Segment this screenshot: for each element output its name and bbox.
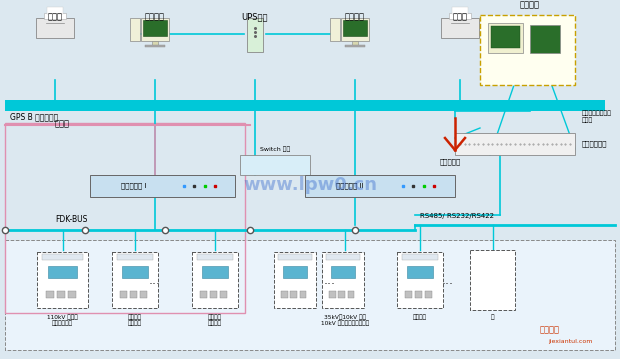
Bar <box>141 18 169 41</box>
Bar <box>283 266 306 278</box>
Bar <box>480 15 575 85</box>
Bar <box>470 250 515 310</box>
Text: 自动装置: 自动装置 <box>413 314 427 320</box>
Text: 打印机: 打印机 <box>48 12 63 21</box>
Bar <box>37 18 74 38</box>
Bar <box>281 291 288 298</box>
Text: 110kV 线路保
护、测控装置: 110kV 线路保 护、测控装置 <box>47 314 78 326</box>
Bar <box>339 291 345 298</box>
Bar <box>530 25 560 53</box>
Text: 远方调度: 远方调度 <box>520 0 540 9</box>
Bar <box>278 254 312 260</box>
Bar <box>343 20 366 36</box>
Text: 电工之家: 电工之家 <box>540 326 560 335</box>
Bar <box>452 7 468 14</box>
Bar <box>57 291 65 298</box>
Bar <box>342 18 369 41</box>
Bar <box>299 291 306 298</box>
Bar <box>449 13 471 19</box>
Text: ...: ... <box>442 274 454 286</box>
Bar <box>42 254 83 260</box>
Bar <box>415 291 422 298</box>
Text: 通讯切换装置: 通讯切换装置 <box>582 141 608 147</box>
Bar <box>122 266 148 278</box>
Bar <box>305 175 455 197</box>
Bar <box>425 291 432 298</box>
Bar <box>68 291 76 298</box>
Bar <box>332 266 355 278</box>
Bar <box>247 18 264 52</box>
Text: 载波、无线扩频、
微波等: 载波、无线扩频、 微波等 <box>582 111 612 123</box>
Bar <box>345 45 365 47</box>
Bar <box>491 26 520 48</box>
Bar <box>5 100 605 111</box>
Text: 打印机: 打印机 <box>453 12 467 21</box>
Bar <box>352 41 358 45</box>
Text: UPS电源: UPS电源 <box>242 12 268 21</box>
Bar <box>202 266 228 278</box>
Bar <box>145 45 165 47</box>
Bar <box>274 252 316 308</box>
Bar <box>330 18 340 41</box>
Text: 通讯管理机 I: 通讯管理机 I <box>121 183 146 189</box>
Text: GPS B 格式对钟网: GPS B 格式对钟网 <box>10 112 58 121</box>
Text: Switch 交换: Switch 交换 <box>260 146 290 152</box>
Text: 卫星钟天线: 卫星钟天线 <box>440 158 461 165</box>
Bar <box>46 7 63 14</box>
Bar <box>488 23 523 53</box>
Text: 工程师站: 工程师站 <box>145 12 165 21</box>
Bar <box>405 291 412 298</box>
Bar <box>90 175 235 197</box>
Bar <box>441 18 479 38</box>
Text: 主变压器
测控装置: 主变压器 测控装置 <box>208 314 222 326</box>
Text: 主变压器
保护装置: 主变压器 保护装置 <box>128 314 142 326</box>
Bar <box>402 254 438 260</box>
Text: ...: ... <box>149 274 161 286</box>
Bar <box>5 123 245 313</box>
Text: 其: 其 <box>491 314 494 320</box>
Bar <box>326 254 360 260</box>
Bar <box>117 254 153 260</box>
Bar <box>407 266 433 278</box>
Bar <box>240 155 310 175</box>
Text: www.lpw0.cn: www.lpw0.cn <box>243 176 377 194</box>
Text: RS485/ RS232/RS422: RS485/ RS232/RS422 <box>420 213 494 219</box>
Bar <box>200 291 207 298</box>
Bar <box>397 252 443 308</box>
Text: 监控主站: 监控主站 <box>345 12 365 21</box>
Bar <box>130 18 140 41</box>
Text: 35kV、10kV 线路
10kV 电容器保护测控装置: 35kV、10kV 线路 10kV 电容器保护测控装置 <box>321 314 369 326</box>
Bar <box>220 291 228 298</box>
Bar <box>120 291 127 298</box>
Bar <box>5 240 615 350</box>
Bar <box>197 254 233 260</box>
Bar <box>192 252 238 308</box>
Bar <box>348 291 355 298</box>
Bar <box>130 291 137 298</box>
Bar <box>143 20 167 36</box>
Bar <box>112 252 158 308</box>
Bar <box>48 266 76 278</box>
Bar <box>210 291 217 298</box>
Bar <box>46 291 54 298</box>
Bar <box>140 291 148 298</box>
Text: 通讯管理机 II: 通讯管理机 II <box>336 183 364 189</box>
Bar <box>329 291 336 298</box>
Text: ...: ... <box>324 274 336 286</box>
Bar <box>455 133 575 155</box>
Text: FDK-BUS: FDK-BUS <box>55 215 87 224</box>
Bar <box>37 252 88 308</box>
Bar <box>322 252 364 308</box>
Bar <box>152 41 158 45</box>
Text: jiexiantul.com: jiexiantul.com <box>548 340 592 345</box>
Text: 以太网: 以太网 <box>55 119 70 128</box>
Bar <box>290 291 297 298</box>
Bar <box>44 13 66 19</box>
